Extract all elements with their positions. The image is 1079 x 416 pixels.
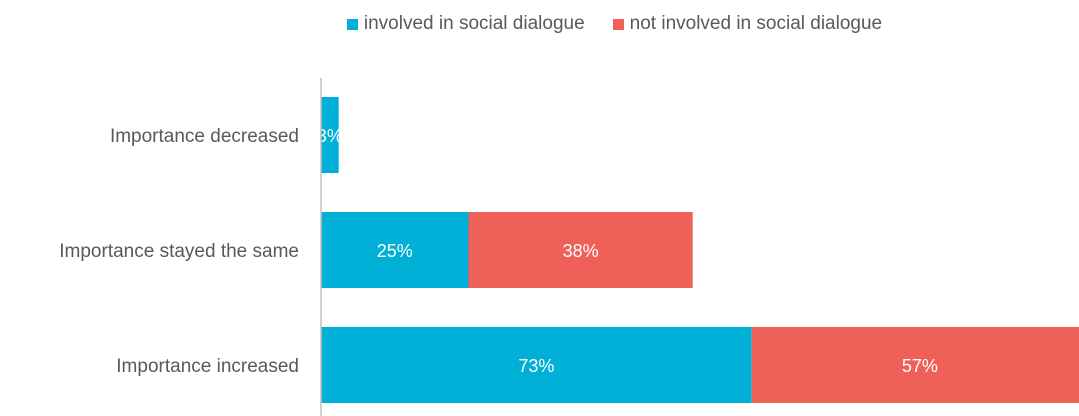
bar-involved xyxy=(321,97,339,173)
chart-legend: involved in social dialogue not involved… xyxy=(0,10,1079,38)
bar-not-involved xyxy=(468,212,693,288)
category-label: Importance stayed the same xyxy=(59,241,299,262)
data-label: 38% xyxy=(563,241,599,261)
data-label: 25% xyxy=(377,241,413,261)
legend-item-involved: involved in social dialogue xyxy=(346,13,585,35)
data-label: 3% xyxy=(317,126,343,146)
bar-not-involved xyxy=(751,327,1079,403)
legend-label-not-involved: not involved in social dialogue xyxy=(629,13,883,34)
legend-item-not-involved: not involved in social dialogue xyxy=(612,13,883,35)
data-label: 57% xyxy=(902,356,938,376)
category-label: Importance decreased xyxy=(110,126,299,147)
bar-involved xyxy=(321,327,752,403)
legend-swatch-involved xyxy=(346,18,358,30)
legend-label-involved: involved in social dialogue xyxy=(363,13,585,34)
data-label: 73% xyxy=(518,356,554,376)
legend-swatch-not-involved xyxy=(612,18,624,30)
bar-involved xyxy=(321,212,469,288)
category-label: Importance increased xyxy=(116,356,299,377)
